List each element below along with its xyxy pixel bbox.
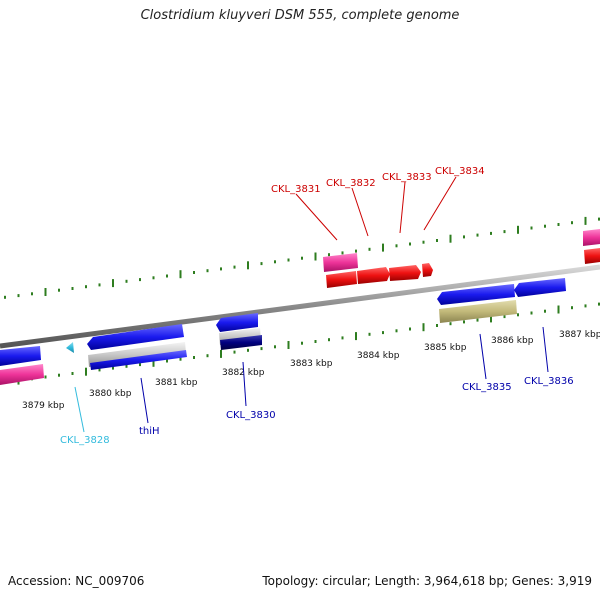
gene-label-ckl-3830[interactable]: CKL_3830 [226,410,276,421]
gene-ckl-3830[interactable] [216,313,258,332]
forward-tick-row [4,216,600,299]
gene-label-ckl-3832[interactable]: CKL_3832 [326,178,376,189]
gene-label-thih[interactable]: thiH [139,426,160,437]
genome-summary-text: Topology: circular; Length: 3,964,618 bp… [262,574,592,588]
forward-gene-track [323,229,600,288]
leader-line [74,386,85,433]
forward-gene-labels: CKL_3831 CKL_3832 CKL_3833 CKL_3834 [271,166,485,241]
gene-label-ckl-3828[interactable]: CKL_3828 [60,435,110,446]
gene-label-ckl-3833[interactable]: CKL_3833 [382,172,432,183]
gene-ckl-3836[interactable] [514,278,566,297]
tick-label: 3881 kbp [155,378,198,388]
reverse-gene-track [0,278,566,385]
leader-line [140,377,149,424]
gene-blue-bar-under-silver[interactable] [90,350,187,370]
tick-label: 3885 kbp [424,343,467,353]
leader-line [479,333,487,380]
accession-text: Accession: NC_009706 [8,574,145,588]
gene-label-ckl-3835[interactable]: CKL_3835 [462,382,512,393]
gene-blue-left-edge[interactable] [0,346,41,366]
gene-thih[interactable] [87,324,184,350]
genome-backbone [0,264,600,349]
reverse-gene-labels: CKL_3828 thiH CKL_3830 CKL_3835 CKL_3836 [60,326,574,446]
gene-ckl-3831[interactable] [326,271,357,288]
leader-line [295,193,338,241]
tick-label: 3880 kbp [89,389,132,399]
tick-label: 3886 kbp [491,336,534,346]
gene-pink-edge[interactable] [583,229,600,246]
tick-label: 3887 kbp [559,330,600,340]
genome-title: Clostridium kluyveri DSM 555, complete g… [140,8,460,23]
gene-ckl-3828[interactable] [66,342,74,353]
gene-pink-feature[interactable] [323,253,358,272]
leader-line [423,176,457,231]
gene-navy-small[interactable] [220,335,262,350]
gene-pink-left-edge[interactable] [0,364,44,385]
gene-label-ckl-3831[interactable]: CKL_3831 [271,184,321,195]
leader-line [351,187,369,237]
gene-ckl-3833[interactable] [389,265,421,281]
leader-line [542,326,549,373]
gene-ckl-3835[interactable] [437,284,515,305]
leader-line [399,181,406,234]
gene-red-edge[interactable] [584,248,600,264]
gene-label-ckl-3836[interactable]: CKL_3836 [524,376,574,387]
gene-ckl-3832[interactable] [357,267,390,284]
tick-label: 3879 kbp [22,401,65,411]
tick-label: 3883 kbp [290,359,333,369]
leader-line [242,361,247,407]
gene-label-ckl-3834[interactable]: CKL_3834 [435,166,485,177]
tick-label: 3884 kbp [357,351,400,361]
gene-olive-feature[interactable] [439,300,517,323]
gene-ckl-3834[interactable] [422,263,433,277]
